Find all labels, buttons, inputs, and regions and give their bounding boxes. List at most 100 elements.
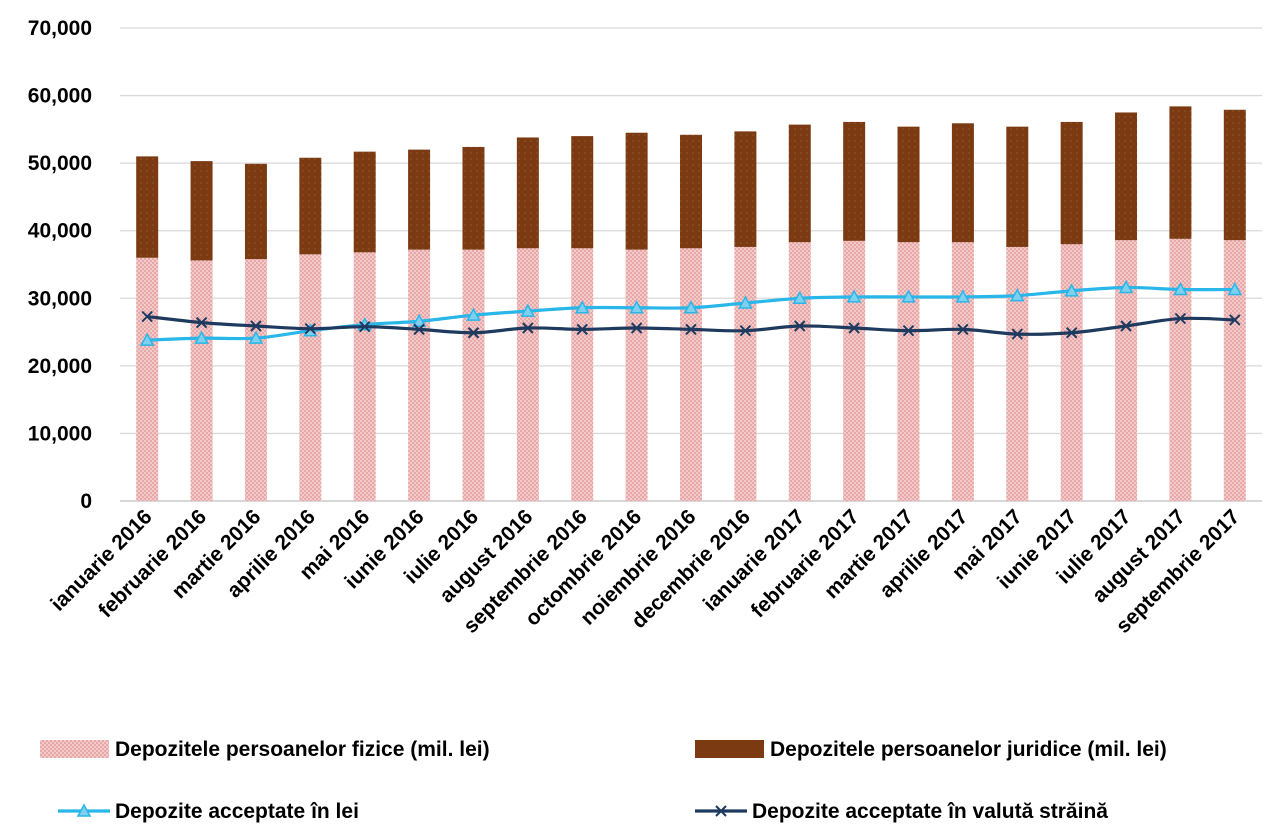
bar-persoane-fizice	[1060, 244, 1083, 501]
bar-persoane-fizice	[680, 248, 702, 501]
bar-persoane-juridice	[244, 163, 267, 260]
depozite-lei-point	[411, 313, 427, 328]
bar-persoane-fizice	[1223, 240, 1246, 501]
depozite-valuta-point	[141, 310, 153, 323]
legend-item-persoane-juridice: Depozitele persoanelor juridice (mil. le…	[695, 738, 1167, 761]
depozite-lei-point	[738, 295, 753, 309]
bar-persoane-juridice	[299, 157, 322, 255]
y-tick-label: 60,000	[28, 85, 92, 108]
y-tick-label: 0	[80, 490, 92, 513]
bar-persoane-fizice	[951, 242, 974, 502]
bar-persoane-fizice	[462, 249, 485, 501]
bar-persoane-juridice	[408, 149, 431, 250]
depozite-valuta-point	[848, 322, 860, 334]
bar-persoane-fizice	[353, 252, 376, 501]
depozite-lei-point	[846, 289, 862, 303]
depozite-valuta-point	[467, 327, 480, 339]
depozite-lei-point	[1227, 281, 1243, 296]
legend-label: Depozitele persoanelor fizice (mil. lei)	[115, 738, 490, 761]
depozite-lei-point	[466, 307, 481, 321]
bar-persoane-fizice	[136, 257, 159, 501]
bar-persoane-fizice	[299, 254, 322, 501]
depozite-lei-point	[574, 300, 590, 314]
bar-persoane-juridice	[1006, 126, 1029, 247]
depozite-lei-point	[1064, 283, 1079, 297]
depozite-lei-point	[248, 330, 264, 344]
legend-label: Depozite acceptate în valută străină	[752, 800, 1108, 823]
bar-persoane-fizice	[843, 240, 866, 501]
legend-item-persoane-fizice: Depozitele persoanelor fizice (mil. lei)	[40, 738, 490, 761]
bar-persoane-juridice	[951, 123, 974, 243]
bar-persoane-juridice	[353, 151, 376, 253]
depozite-lei-point	[955, 289, 971, 303]
legend-item-depozite-valuta: Depozite acceptate în valută străină	[695, 800, 1108, 823]
bar-persoane-juridice	[1223, 109, 1246, 241]
bar-persoane-fizice	[1169, 238, 1192, 501]
legend-swatch	[40, 740, 109, 758]
depozite-lei-point	[792, 290, 808, 305]
bar-persoane-fizice	[244, 259, 267, 501]
depozite-lei-point	[1010, 288, 1025, 302]
y-tick-label: 70,000	[28, 17, 92, 40]
bar-persoane-fizice	[625, 249, 648, 501]
depozite-valuta-point	[902, 325, 915, 337]
depozite-valuta-point	[1229, 314, 1241, 326]
depozite-valuta-point	[1065, 327, 1078, 339]
lines	[139, 279, 1243, 346]
depozite-lei-point	[139, 332, 155, 346]
bar-persoane-fizice	[408, 249, 431, 501]
bar-persoane-juridice	[462, 146, 485, 250]
bar-persoane-juridice	[1169, 106, 1192, 239]
depozite-valuta-point	[522, 322, 534, 334]
bar-persoane-fizice	[897, 242, 920, 502]
legend-label: Depozite acceptate în lei	[115, 800, 359, 823]
bar-persoane-juridice	[734, 131, 757, 247]
bar-persoane-juridice	[516, 137, 539, 249]
depozite-valuta-point	[630, 322, 643, 334]
bar-persoane-juridice	[843, 121, 866, 241]
depozite-lei-point	[194, 330, 209, 344]
bar-persoane-juridice	[897, 126, 920, 243]
y-tick-label: 40,000	[28, 220, 92, 243]
depozite-valuta-point	[195, 316, 208, 329]
bar-persoane-juridice	[571, 136, 594, 249]
depozite-lei-point	[520, 303, 536, 317]
bar-persoane-juridice	[680, 134, 702, 249]
bar-persoane-fizice	[1006, 246, 1029, 501]
bar-persoane-juridice	[788, 124, 811, 243]
bar-persoane-fizice	[734, 246, 757, 501]
depozite-valuta-point	[1174, 312, 1187, 325]
bar-persoane-fizice	[516, 248, 539, 501]
depozite-valuta-point	[413, 323, 425, 336]
depozite-valuta-point	[685, 323, 697, 336]
bar-persoane-juridice	[1115, 112, 1138, 241]
depozite-lei-point	[629, 300, 644, 314]
depozite-valuta-point	[576, 323, 588, 336]
depozite-valuta-point	[1120, 320, 1132, 332]
bar-persoane-juridice	[190, 161, 213, 261]
legend-label: Depozitele persoanelor juridice (mil. le…	[770, 738, 1167, 761]
depozite-valuta-point	[250, 320, 262, 332]
legend-item-depozite-lei: Depozite acceptate în lei	[58, 800, 359, 823]
depozite-lei-point	[1118, 279, 1134, 294]
bar-persoane-juridice	[136, 156, 159, 258]
legend-swatch	[695, 740, 764, 758]
y-tick-label: 50,000	[28, 152, 92, 175]
depozite-lei-point	[901, 289, 916, 303]
bar-persoane-fizice	[571, 248, 594, 501]
y-axis: 0 10,000 20,000 30,000 40,000 50,000 60,000 70,…	[28, 17, 92, 513]
bar-persoane-juridice	[1060, 121, 1083, 245]
bar-persoane-juridice	[625, 132, 648, 250]
y-tick-label: 30,000	[28, 287, 92, 310]
legend: Depozitele persoanelor fizice (mil. lei)…	[40, 738, 1167, 823]
bar-persoane-fizice	[1115, 240, 1138, 501]
depozite-lei-point	[683, 300, 699, 314]
depozite-valuta-point	[1011, 328, 1023, 340]
depozite-valuta-point	[359, 320, 371, 333]
depozite-valuta-point	[739, 325, 752, 337]
bar-persoane-fizice	[190, 260, 213, 501]
depozite-valuta-point	[304, 322, 317, 335]
y-tick-label: 10,000	[28, 422, 92, 445]
